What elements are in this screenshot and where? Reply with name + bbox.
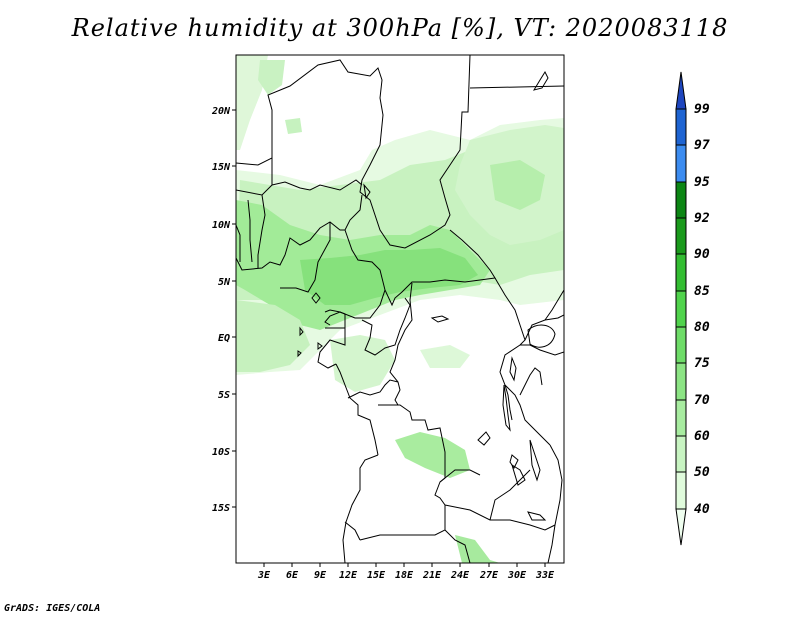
lat-label-eq: EQ (218, 333, 230, 344)
colorbar-segment-80-85 (675, 290, 687, 328)
colorbar-label-75: 75 (694, 356, 710, 371)
lon-label-18e: 18E (395, 570, 414, 581)
lon-label-21e: 21E (422, 570, 442, 581)
lakes (363, 70, 556, 521)
colorbar-segment-60-70 (675, 399, 687, 437)
lon-label-24e: 24E (450, 570, 470, 581)
lon-label-30e: 30E (507, 570, 527, 581)
colorbar-segment-40-50 (675, 471, 687, 510)
colorbar-segment-95-97 (675, 144, 687, 183)
latitude-axis: 20N 15N 10N 5N EQ 5S 10S 15S (211, 106, 236, 514)
country-borders (236, 55, 564, 563)
colorbar-segment-92-95 (675, 181, 687, 219)
colorbar: 40 50 60 70 75 80 85 90 92 95 97 99 (675, 71, 710, 546)
colorbar-label-97: 97 (694, 138, 710, 153)
colorbar-label-99: 99 (694, 102, 710, 117)
colorbar-segment-85-90 (675, 253, 687, 292)
colorbar-min-arrow (675, 508, 687, 546)
humidity-region-southeast (455, 535, 500, 563)
lon-label-3e: 3E (257, 570, 271, 581)
humidity-region-east-core (490, 160, 545, 210)
colorbar-segment-70-75 (675, 362, 687, 401)
lon-label-12e: 12E (339, 570, 358, 581)
lon-label-33e: 33E (535, 570, 555, 581)
lat-label-15n: 15N (212, 162, 231, 173)
colorbar-segment-97-99 (675, 108, 687, 146)
lon-label-9e: 9E (314, 570, 327, 581)
colorbar-label-70: 70 (694, 393, 710, 408)
colorbar-label-92: 92 (694, 211, 710, 226)
humidity-region-south (395, 432, 470, 478)
humidity-region-northwest-3 (258, 60, 285, 95)
humidity-region-core-dark (300, 248, 478, 305)
lat-label-10s: 10S (212, 447, 230, 458)
longitude-axis: 3E 6E 9E 12E 15E 18E 21E 24E 27E 30E 33E (257, 563, 555, 581)
humidity-region-south-3 (420, 345, 470, 368)
lat-label-20n: 20N (211, 106, 231, 117)
colorbar-label-90: 90 (694, 247, 710, 262)
humidity-region-north-spot (285, 118, 302, 134)
map-frame (235, 54, 565, 564)
lat-label-5s: 5S (218, 390, 230, 401)
colorbar-label-60: 60 (694, 429, 710, 444)
humidity-region-south-2 (330, 335, 395, 392)
colorbar-segment-50-60 (675, 435, 687, 473)
colorbar-label-50: 50 (694, 465, 710, 480)
grads-credit: GrADS: IGES/COLA (4, 603, 101, 614)
lon-label-6e: 6E (286, 570, 299, 581)
colorbar-segment-90-92 (675, 217, 687, 255)
map-title: Relative humidity at 300hPa [%], VT: 202… (71, 14, 729, 42)
lat-label-5n: 5N (218, 277, 231, 288)
colorbar-label-95: 95 (694, 175, 710, 190)
colorbar-label-40: 40 (694, 502, 710, 517)
colorbar-label-85: 85 (694, 284, 710, 299)
islands (297, 292, 450, 358)
colorbar-max-arrow (675, 71, 687, 110)
lat-label-10n: 10N (212, 220, 231, 231)
lon-label-15e: 15E (367, 570, 386, 581)
lat-label-15s: 15S (212, 503, 230, 514)
humidity-region-west-coast (236, 300, 310, 372)
lon-label-27e: 27E (479, 570, 499, 581)
colorbar-label-80: 80 (694, 320, 710, 335)
colorbar-segment-75-80 (675, 326, 687, 364)
